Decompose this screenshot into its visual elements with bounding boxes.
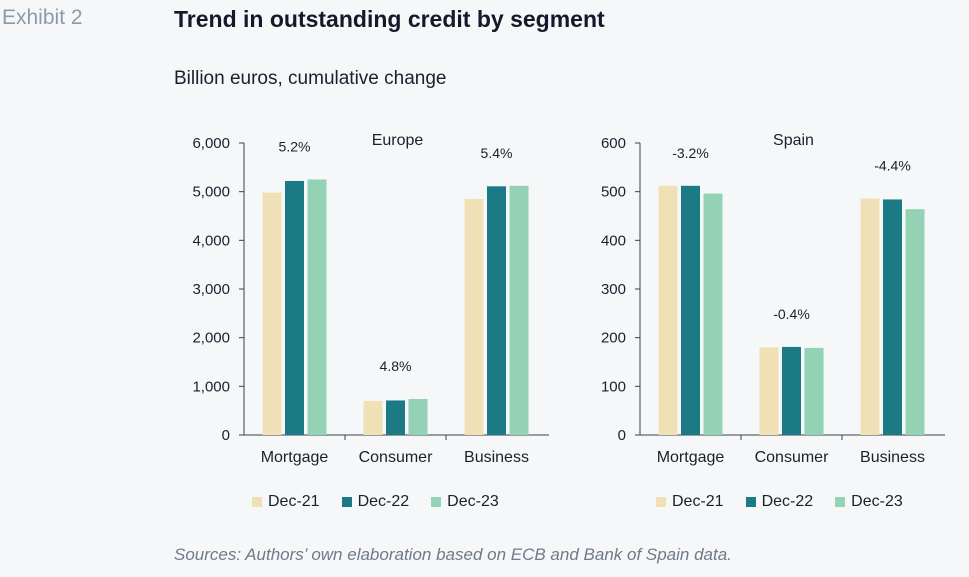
y-tick-label: 500 [601,184,626,201]
bar-mortgage-dec-22 [285,180,304,435]
y-tick-label: 3,000 [192,281,230,298]
chart-panel-title: Europe [372,132,424,149]
bar-consumer-dec-21 [759,347,779,435]
bar-business-dec-21 [464,198,484,435]
x-category-label: Mortgage [261,449,329,466]
legend-item-dec-23: Dec-23 [431,493,499,511]
y-tick-label: 100 [601,378,626,395]
source-note: Sources: Authors’ own elaboration based … [174,545,732,564]
bar-mortgage-dec-21 [262,192,282,435]
legend-label: Dec-22 [357,493,410,510]
bar-mortgage-dec-22 [681,185,700,435]
legend-item-dec-22: Dec-22 [745,493,814,511]
bar-consumer-dec-22 [386,400,405,435]
bar-business-dec-21 [860,198,880,435]
legend-item-dec-21: Dec-21 [656,493,724,511]
y-tick-label: 0 [618,427,626,444]
bar-consumer-dec-22 [782,346,801,435]
x-category-label: Consumer [359,449,433,466]
bar-business-dec-22 [883,199,902,435]
y-tick-label: 5,000 [192,184,230,201]
spain-chart-svg: 0 100 200 300 400 500 600 Mortgage -3.2% Consumer… [601,132,945,466]
legend-label: Dec-22 [761,493,814,510]
legend-item-dec-21: Dec-21 [252,493,320,511]
bar-consumer-dec-23 [804,347,824,435]
europe-chart-svg: 0 1,000 2,000 3,000 4,000 5,000 6,000 Mortgage 5… [192,132,549,466]
bar-business-dec-23 [509,185,529,435]
page-title: Trend in outstanding credit by segment [174,6,605,32]
change-annotation: 5.4% [481,145,513,161]
legend-item-dec-22: Dec-22 [341,493,410,511]
legend-swatch [431,497,442,507]
y-tick-label: 400 [601,232,626,249]
y-tick-label: 4,000 [192,232,230,249]
spain-chart: 0 100 200 300 400 500 600 Mortgage -3.2% Consumer… [480,120,969,520]
europe-chart: 0 1,000 2,000 3,000 4,000 5,000 6,000 Mortgage 5… [0,120,549,520]
legend-label: Dec-23 [447,493,499,510]
page-subtitle: Billion euros, cumulative change [174,68,447,89]
y-tick-label: 300 [601,281,626,298]
x-category-label: Business [464,449,529,466]
legend-item-dec-23: Dec-23 [835,493,903,511]
change-annotation: -0.4% [773,306,810,322]
legend-swatch [835,497,846,507]
bar-mortgage-dec-23 [703,193,723,435]
bar-business-dec-22 [487,186,506,435]
change-annotation: -3.2% [672,145,709,161]
legend-swatch [252,497,262,507]
exhibit-label: Exhibit 2 [2,6,83,29]
x-category-label: Business [860,449,925,466]
y-tick-label: 600 [601,135,626,152]
y-tick-label: 1,000 [192,378,230,395]
bar-business-dec-23 [905,209,925,435]
bar-consumer-dec-23 [408,398,428,435]
bar-consumer-dec-21 [363,400,383,435]
bar-mortgage-dec-23 [307,179,327,435]
spain-legend: Dec-21 Dec-22 Dec-23 [656,490,925,514]
chart-panel-title: Spain [773,132,814,149]
y-tick-label: 0 [222,427,230,444]
change-annotation: 4.8% [380,358,412,374]
legend-label: Dec-23 [851,493,903,510]
change-annotation: -4.4% [874,157,911,173]
y-tick-label: 200 [601,330,626,347]
y-tick-label: 6,000 [192,135,230,152]
x-category-label: Consumer [755,449,829,466]
change-annotation: 5.2% [279,139,311,155]
legend-swatch [745,497,756,507]
legend-swatch [341,497,352,507]
legend-label: Dec-21 [268,493,320,510]
x-category-label: Mortgage [657,449,725,466]
legend-swatch [656,497,666,507]
europe-legend: Dec-21 Dec-22 Dec-23 [252,490,521,514]
bar-mortgage-dec-21 [658,185,678,435]
legend-label: Dec-21 [672,493,724,510]
y-tick-label: 2,000 [192,330,230,347]
